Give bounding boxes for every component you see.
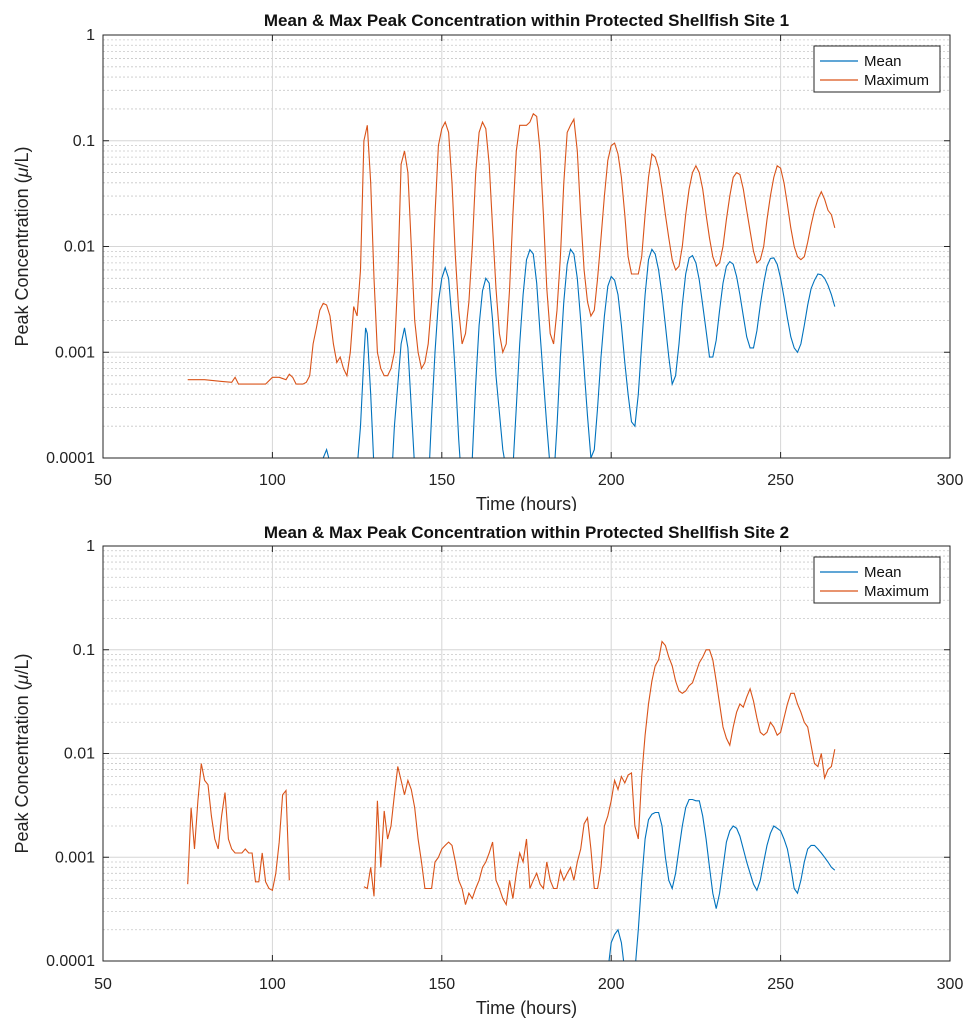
- y-axis-label-prefix: Peak Concentration (: [12, 177, 32, 346]
- x-tick-label: 50: [94, 976, 112, 993]
- y-tick-label: 0.0001: [46, 953, 95, 970]
- chart-title: Mean & Max Peak Concentration within Pro…: [264, 11, 789, 30]
- x-tick-label: 50: [94, 472, 112, 489]
- y-axis-label-prefix: Peak Concentration (: [12, 684, 32, 853]
- legend-box: [813, 45, 941, 93]
- y-tick-label: 1: [86, 27, 95, 44]
- y-tick-label: 0.01: [64, 239, 95, 256]
- legend-label-maximum: Maximum: [864, 583, 929, 600]
- series-line-maximum: [187, 763, 290, 892]
- x-tick-label: 250: [767, 472, 794, 489]
- x-axis-label: Time (hours): [476, 998, 577, 1018]
- y-tick-label: 0.1: [73, 642, 95, 659]
- y-axis-label-suffix: /L): [12, 654, 32, 675]
- legend-label-mean: Mean: [864, 564, 902, 581]
- y-tick-label: 0.0001: [46, 450, 95, 467]
- series-line-mean: [608, 798, 836, 961]
- x-tick-label: 300: [937, 976, 964, 993]
- y-axis-label-mu: μ: [12, 167, 32, 178]
- chart-site-1: 50 100 150 200 250 300 0.0001 0.001 0.01 0.1 1 Mean…: [12, 11, 964, 511]
- y-axis-label-mu: μ: [12, 674, 32, 685]
- x-tick-label: 100: [259, 976, 286, 993]
- legend-box: [813, 556, 941, 604]
- x-tick-label: 100: [259, 472, 286, 489]
- x-tick-label: 300: [937, 472, 964, 489]
- y-axis-label: Peak Concentration (μ/L): [12, 654, 32, 854]
- series-line-maximum: [363, 640, 836, 907]
- chart-title: Mean & Max Peak Concentration within Pro…: [264, 523, 789, 542]
- y-tick-label: 0.01: [64, 746, 95, 763]
- legend-label-mean: Mean: [864, 53, 902, 70]
- y-tick-label: 0.001: [55, 344, 95, 361]
- x-tick-label: 200: [598, 976, 625, 993]
- series-group: [187, 112, 836, 458]
- y-tick-label: 0.1: [73, 133, 95, 150]
- x-tick-label: 150: [428, 472, 455, 489]
- x-tick-label: 250: [767, 976, 794, 993]
- x-tick-label: 150: [428, 976, 455, 993]
- series-group: [187, 640, 836, 961]
- y-axis-label-suffix: /L): [12, 147, 32, 168]
- series-line-maximum: [187, 112, 836, 385]
- x-tick-label: 200: [598, 472, 625, 489]
- x-axis-label: Time (hours): [476, 494, 577, 511]
- chart-site-2: 50 100 150 200 250 300 0.0001 0.001 0.01 0.1 1 Mean…: [12, 523, 964, 1018]
- y-axis-label: Peak Concentration (μ/L): [12, 147, 32, 347]
- y-tick-label: 1: [86, 538, 95, 555]
- y-tick-label: 0.001: [55, 849, 95, 866]
- series-line-mean: [322, 247, 836, 458]
- legend-label-maximum: Maximum: [864, 72, 929, 89]
